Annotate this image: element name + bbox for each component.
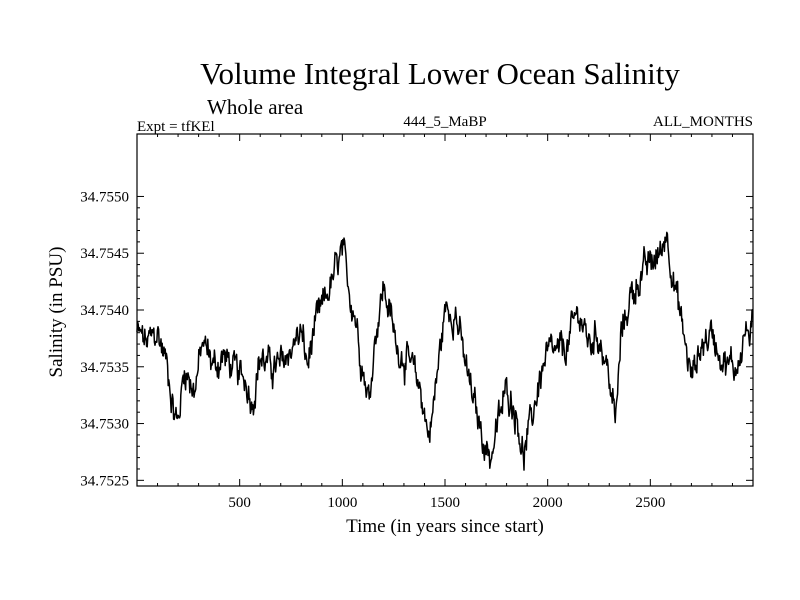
x-tick-label: 2500 bbox=[635, 495, 665, 511]
x-tick-label: 500 bbox=[228, 495, 251, 511]
y-axis-label: Salinity (in PSU) bbox=[46, 247, 67, 378]
x-tick-label: 2000 bbox=[533, 495, 563, 511]
y-tick-label: 34.7545 bbox=[80, 246, 129, 262]
y-tick-label: 34.7535 bbox=[80, 360, 129, 376]
y-tick-label: 34.7550 bbox=[80, 189, 129, 205]
y-tick-label: 34.7540 bbox=[80, 303, 129, 319]
run-label: 444_5_MaBP bbox=[403, 114, 486, 130]
x-tick-label: 1000 bbox=[327, 495, 357, 511]
x-tick-label: 1500 bbox=[430, 495, 460, 511]
months-label: ALL_MONTHS bbox=[653, 114, 753, 130]
experiment-label: Expt = tfKEl bbox=[137, 119, 215, 135]
chart-title: Volume Integral Lower Ocean Salinity bbox=[200, 56, 680, 91]
axis-ticks: 500 1000 1500 2000 2500 34.7525 34.7530 34.7535… bbox=[80, 134, 753, 511]
y-tick-label: 34.7530 bbox=[80, 417, 129, 433]
x-axis-label: Time (in years since start) bbox=[346, 516, 544, 537]
y-tick-label: 34.7525 bbox=[80, 473, 129, 489]
chart-subtitle: Whole area bbox=[207, 95, 304, 119]
salinity-line bbox=[136, 231, 754, 471]
